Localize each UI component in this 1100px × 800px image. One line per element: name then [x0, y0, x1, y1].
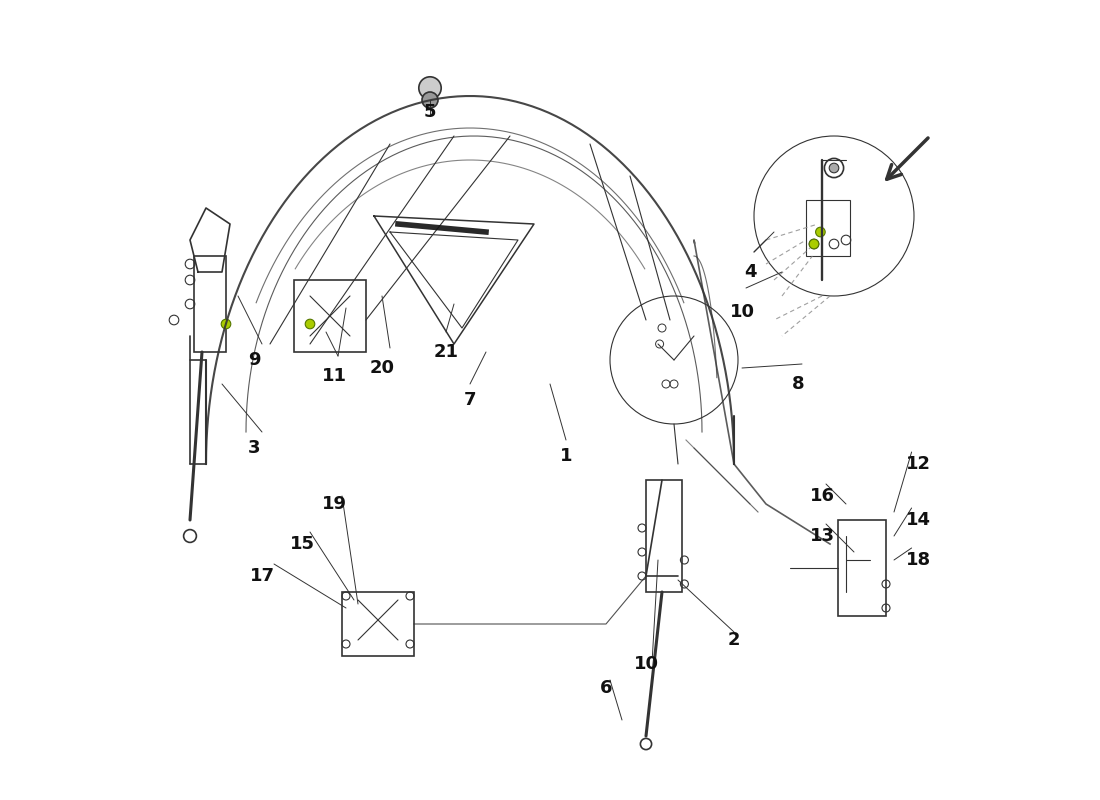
- Text: 20: 20: [370, 359, 395, 377]
- Text: 10: 10: [729, 303, 755, 321]
- Text: 7: 7: [464, 391, 476, 409]
- Circle shape: [829, 163, 839, 173]
- Text: 6: 6: [600, 679, 613, 697]
- Text: 17: 17: [250, 567, 275, 585]
- Text: 21: 21: [433, 343, 459, 361]
- Text: 3: 3: [248, 439, 261, 457]
- Text: 2: 2: [728, 631, 740, 649]
- Text: 12: 12: [905, 455, 931, 473]
- Text: 4: 4: [744, 263, 757, 281]
- Text: 13: 13: [810, 527, 835, 545]
- Circle shape: [422, 92, 438, 108]
- Text: 8: 8: [792, 375, 804, 393]
- Text: 10: 10: [634, 655, 659, 673]
- Text: 11: 11: [321, 367, 346, 385]
- Text: 1: 1: [560, 447, 572, 465]
- Circle shape: [419, 77, 441, 99]
- Text: 16: 16: [810, 487, 835, 505]
- Circle shape: [810, 239, 818, 249]
- Text: 5: 5: [424, 103, 437, 121]
- Circle shape: [305, 319, 315, 329]
- Text: 15: 15: [289, 535, 315, 553]
- Circle shape: [815, 227, 825, 237]
- Text: 19: 19: [321, 495, 346, 513]
- Text: 14: 14: [905, 511, 931, 529]
- Text: 18: 18: [905, 551, 931, 569]
- Text: 9: 9: [248, 351, 261, 369]
- Circle shape: [221, 319, 231, 329]
